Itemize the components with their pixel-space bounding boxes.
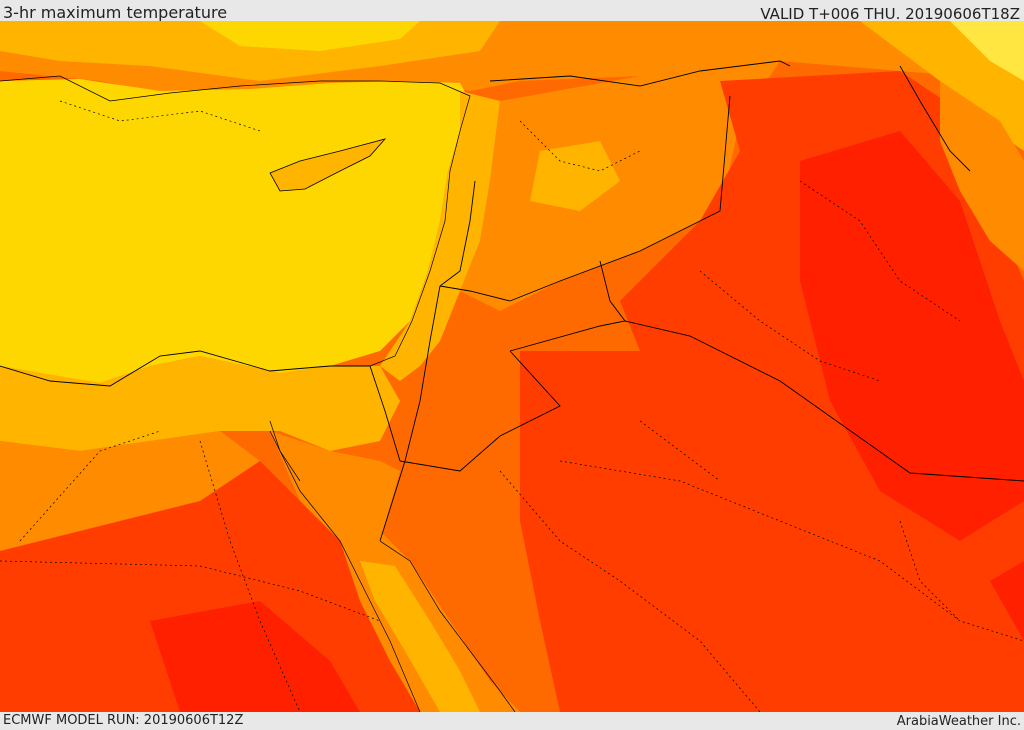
valid-time: VALID T+006 THU. 20190606T18Z [760, 5, 1020, 23]
zagros-strip [940, 81, 1024, 271]
iraq-hottest-zone [800, 131, 1024, 541]
caucasus-coldest-zone [950, 21, 1024, 81]
saudi-interior [520, 351, 860, 712]
temperature-map [0, 21, 1024, 712]
province-lines [0, 100, 1024, 712]
credit: ArabiaWeather Inc. [896, 714, 1021, 729]
model-run: ECMWF MODEL RUN: 20190606T12Z [3, 713, 244, 728]
temperature-field [0, 21, 1024, 712]
map-footer: ECMWF MODEL RUN: 20190606T12Z ArabiaWeat… [0, 712, 1024, 729]
sinai [270, 431, 400, 541]
egypt-coast [0, 356, 400, 451]
levant-coast [380, 91, 500, 381]
cyprus [269, 138, 387, 192]
gulf-hint [990, 561, 1024, 641]
coastlines [0, 75, 516, 712]
egypt-hottest-zone [150, 601, 360, 712]
syria-orange [460, 61, 780, 311]
map-title: 3-hr maximum temperature [3, 3, 228, 22]
turkey-coldest-zone [200, 21, 420, 51]
red-sea-cool-strip [360, 561, 480, 712]
country-borders [0, 60, 1024, 542]
egypt-inland [0, 431, 260, 551]
syria-cooler-patch [530, 141, 620, 211]
map-header: 3-hr maximum temperature VALID T+006 THU… [0, 0, 1024, 23]
